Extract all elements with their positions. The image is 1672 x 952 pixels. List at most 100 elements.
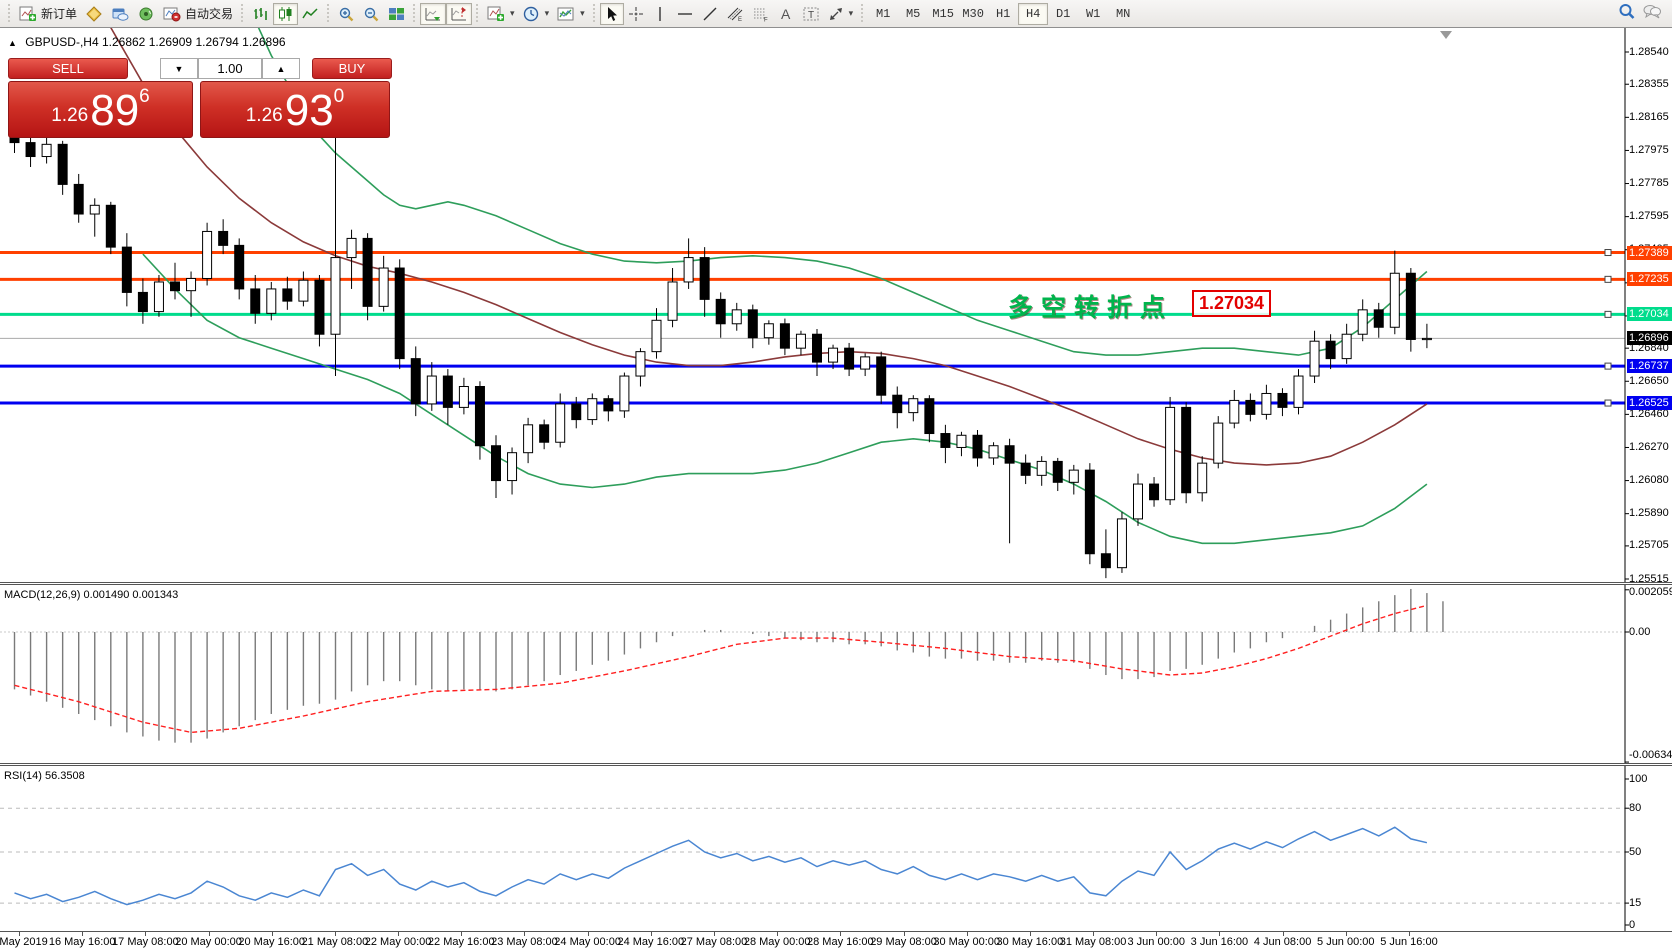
time-label: 28 May 00:00 <box>743 936 811 948</box>
rsi-canvas[interactable] <box>0 766 1672 931</box>
timeframe-button-d1[interactable]: D1 <box>1055 6 1071 21</box>
label-tool-button[interactable]: T <box>798 3 824 25</box>
toolbar-grip <box>474 3 482 24</box>
chat-icon[interactable] <box>1642 3 1662 25</box>
new-order-button[interactable]: 新订单 <box>15 3 81 25</box>
toolbar-grip <box>411 3 419 24</box>
trendline-tool-button[interactable] <box>698 3 722 25</box>
tile-windows-button[interactable] <box>384 3 409 25</box>
time-tick <box>713 932 715 936</box>
zoom-in-icon <box>338 6 355 22</box>
current-price-label: 1.26896 <box>1627 331 1672 346</box>
tile-windows-icon <box>388 6 405 22</box>
bar-chart-button[interactable] <box>248 3 273 25</box>
fibonacci-tool-button[interactable]: F <box>748 3 774 25</box>
navigator-icon <box>111 6 129 22</box>
timeframe-button-m15[interactable]: M15 <box>932 6 954 21</box>
hline-price-label: 1.27389 <box>1627 245 1672 260</box>
buy-price-button[interactable]: 1.26 93 0 <box>200 81 390 138</box>
macd-canvas[interactable] <box>0 585 1672 763</box>
search-icon[interactable] <box>1618 3 1636 25</box>
price-tick: 1.28540 <box>1629 45 1669 58</box>
annotation-price-box: 1.27034 <box>1192 290 1272 317</box>
timeframe-button-w1[interactable]: W1 <box>1085 6 1101 21</box>
buy-button[interactable]: BUY <box>312 58 392 79</box>
time-tick <box>1345 932 1347 936</box>
arrows-tool-button[interactable]: ▾ <box>824 3 858 25</box>
time-tick <box>334 932 336 936</box>
time-tick <box>1093 932 1095 936</box>
time-label: 22 May 00:00 <box>364 936 432 948</box>
time-tick <box>650 932 652 936</box>
volume-down-button[interactable]: ▼ <box>160 58 198 79</box>
indicators-button[interactable]: ▾ <box>483 3 519 25</box>
templates-button[interactable]: ▾ <box>553 3 589 25</box>
time-label: 28 May 16:00 <box>807 936 874 948</box>
time-tick <box>271 932 273 936</box>
channel-tool-button[interactable]: E <box>722 3 748 25</box>
zoom-in-button[interactable] <box>334 3 359 25</box>
ohlc-low: 1.26794 <box>195 35 239 49</box>
time-label: 30 May 00:00 <box>933 936 1001 948</box>
main-toolbar: 新订单 自动交易 <box>0 0 1672 28</box>
signals-button[interactable] <box>133 3 159 25</box>
navigator-button[interactable] <box>107 3 133 25</box>
time-label: 22 May 16:00 <box>427 936 495 948</box>
time-tick <box>82 932 84 936</box>
chart-window: 1.274051.272151.270251.285401.283551.281… <box>0 28 1672 951</box>
sell-button[interactable]: SELL <box>8 58 128 79</box>
sell-price-button[interactable]: 1.26 89 6 <box>8 81 193 138</box>
timeframe-button-h1[interactable]: H1 <box>995 6 1011 21</box>
toolbar-grip <box>325 3 333 24</box>
vertical-line-tool-button[interactable] <box>648 3 672 25</box>
hline-price-label: 1.26737 <box>1627 359 1672 374</box>
trendline-icon <box>702 6 718 22</box>
channel-icon: E <box>726 6 744 22</box>
autotrading-button[interactable]: 自动交易 <box>159 3 237 25</box>
time-label: 20 May 16:00 <box>238 936 306 948</box>
price-tick: 1.26460 <box>1629 407 1669 420</box>
timeframe-button-mn[interactable]: MN <box>1115 6 1131 21</box>
candlestick-chart-button[interactable] <box>273 2 299 25</box>
ohlc-high: 1.26909 <box>148 35 193 49</box>
fibonacci-icon: F <box>752 6 770 22</box>
line-chart-button[interactable] <box>298 3 323 25</box>
annotation-text: 多空转折点 <box>1008 294 1174 322</box>
horizontal-line-tool-button[interactable] <box>672 3 698 25</box>
chart-shift-button[interactable] <box>446 2 473 25</box>
chart-shift-marker-icon[interactable] <box>1440 31 1452 39</box>
timeframe-button-m5[interactable]: M5 <box>905 6 921 21</box>
timeframe-button-m1[interactable]: M1 <box>875 6 891 21</box>
text-tool-icon: A <box>780 5 791 22</box>
market-watch-button[interactable] <box>81 3 107 25</box>
cursor-icon <box>605 6 619 22</box>
crosshair-icon <box>628 6 644 22</box>
volume-up-button[interactable]: ▲ <box>262 58 300 79</box>
trade-panel-collapse-icon[interactable]: ▲ <box>8 38 17 48</box>
rsi-panel[interactable]: 100 80 50 15 0 RSI(14) 56.3508 <box>0 766 1672 932</box>
price-tick: 1.25890 <box>1629 507 1669 520</box>
main-chart-panel[interactable]: 1.274051.272151.270251.285401.283551.281… <box>0 28 1672 585</box>
new-order-label: 新订单 <box>41 7 78 21</box>
cursor-tool-button[interactable] <box>599 2 624 25</box>
chevron-down-icon: ▾ <box>544 8 550 18</box>
price-tick: 1.28355 <box>1629 77 1669 90</box>
time-label: 3 Jun 00:00 <box>1127 936 1185 948</box>
macd-panel[interactable]: 0.002059 0.00 -0.006347 MACD(12,26,9) 0.00… <box>0 585 1672 766</box>
time-label: 24 May 16:00 <box>617 936 685 948</box>
time-tick <box>966 932 968 936</box>
buy-price-small: 1.26 <box>245 105 283 126</box>
rsi-axis-tick: 15 <box>1629 896 1642 909</box>
price-tick: 1.27595 <box>1629 210 1669 223</box>
crosshair-tool-button[interactable] <box>624 3 648 25</box>
volume-input[interactable]: 1.00 <box>198 58 262 79</box>
timeframe-button-h4[interactable]: H4 <box>1018 2 1049 25</box>
zoom-out-button[interactable] <box>359 3 384 25</box>
periods-button[interactable]: ▾ <box>519 3 554 25</box>
price-chart-canvas[interactable] <box>0 28 1672 582</box>
auto-scroll-button[interactable] <box>420 2 447 25</box>
time-tick <box>1029 932 1031 936</box>
timeframe-button-m30[interactable]: M30 <box>962 6 984 21</box>
text-tool-button[interactable]: A <box>774 3 798 25</box>
